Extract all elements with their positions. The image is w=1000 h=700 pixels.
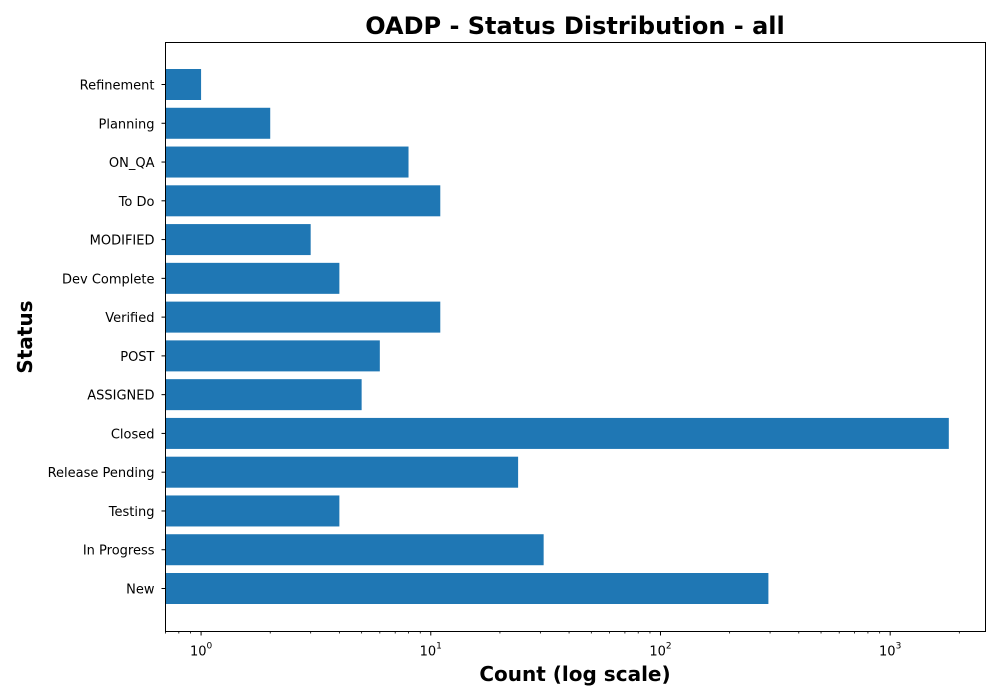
y-tick-label-testing: Testing xyxy=(108,505,155,520)
x-axis-label: Count (log scale) xyxy=(479,662,670,686)
bar-assigned xyxy=(165,379,362,411)
bar-refinement xyxy=(165,69,202,100)
y-tick-label-in-progress: In Progress xyxy=(83,544,155,559)
y-tick-label-verified: Verified xyxy=(105,311,154,326)
x-tick-label-2: 102 xyxy=(649,642,671,660)
x-tick-label-0: 100 xyxy=(190,642,213,660)
bars-layer xyxy=(165,69,949,604)
y-tick-label-modified: MODIFIED xyxy=(90,234,155,249)
y-tick-label-on-qa: ON_QA xyxy=(109,156,155,171)
bar-modified xyxy=(165,224,311,256)
y-tick-label-refinement: Refinement xyxy=(80,79,155,94)
y-tick-label-closed: Closed xyxy=(111,427,155,442)
y-tick-label-planning: Planning xyxy=(99,117,155,132)
y-tick-label-dev-complete: Dev Complete xyxy=(62,272,155,287)
bar-in-progress xyxy=(165,534,544,566)
y-tick-label-assigned: ASSIGNED xyxy=(87,389,154,404)
y-tick-label-to-do: To Do xyxy=(118,195,155,210)
y-tick-label-post: POST xyxy=(120,350,154,365)
bar-on-qa xyxy=(165,146,409,178)
y-tick-label-release-pending: Release Pending xyxy=(48,466,155,481)
plot-frame xyxy=(165,42,986,632)
x-tick-label-1: 101 xyxy=(420,642,442,660)
bar-dev-complete xyxy=(165,262,340,294)
x-tick-label-3: 103 xyxy=(879,642,901,660)
bar-planning xyxy=(165,107,271,139)
y-axis-ticks: New In Progress Testing Release Pending Clos… xyxy=(48,79,166,598)
y-axis-label: Status xyxy=(13,300,37,373)
bar-testing xyxy=(165,495,340,527)
bar-release-pending xyxy=(165,456,519,488)
x-axis-ticks: 100 101 102 103 xyxy=(165,631,960,660)
bar-closed xyxy=(165,417,949,449)
y-tick-label-new: New xyxy=(126,583,155,598)
bar-to-do xyxy=(165,185,441,217)
bar-verified xyxy=(165,301,441,333)
chart-title: OADP - Status Distribution - all xyxy=(365,12,785,40)
bar-post xyxy=(165,340,380,372)
bar-new xyxy=(165,573,769,604)
